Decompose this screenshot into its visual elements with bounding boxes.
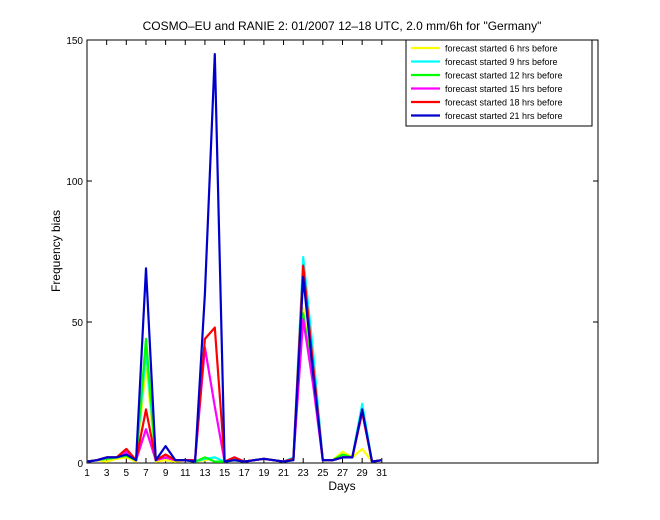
series-line-4 bbox=[86, 318, 382, 463]
series-line-5 bbox=[86, 264, 382, 463]
legend-entry: forecast started 6 hrs before bbox=[445, 44, 558, 54]
series-lines bbox=[86, 52, 382, 463]
y-tick-label: 50 bbox=[72, 318, 84, 329]
y-tick-label: 100 bbox=[66, 177, 83, 188]
legend-entry: forecast started 18 hrs before bbox=[445, 98, 563, 108]
chart-title: COSMO–EU and RANIE 2: 01/2007 12–18 UTC,… bbox=[143, 19, 542, 33]
x-tick-label: 27 bbox=[337, 468, 349, 479]
series-line-1 bbox=[86, 306, 382, 463]
x-tick-label: 29 bbox=[357, 468, 369, 479]
x-tick-label: 23 bbox=[298, 468, 310, 479]
x-tick-label: 19 bbox=[258, 468, 270, 479]
x-tick-label: 15 bbox=[219, 468, 231, 479]
x-axis-label: Days bbox=[328, 479, 355, 493]
y-tick-label: 0 bbox=[77, 459, 83, 470]
legend-entry: forecast started 15 hrs before bbox=[445, 84, 563, 94]
x-tick-label: 1 bbox=[84, 468, 90, 479]
x-tick-label: 17 bbox=[239, 468, 251, 479]
x-tick-label: 11 bbox=[180, 468, 191, 479]
series-line-3 bbox=[86, 312, 382, 463]
x-tick-label: 13 bbox=[199, 468, 211, 479]
y-tick-label: 150 bbox=[66, 36, 83, 47]
x-tick-label: 21 bbox=[278, 468, 290, 479]
legend: forecast started 6 hrs before forecast st… bbox=[405, 39, 593, 127]
series-line-2 bbox=[86, 256, 382, 463]
y-axis: 0 50 100 150 bbox=[66, 36, 598, 470]
x-tick-label: 25 bbox=[317, 468, 329, 479]
x-axis: 1 3 5 7 9 11 13 15 17 19 21 23 25 27 29 31 bbox=[84, 40, 388, 479]
x-tick-label: 3 bbox=[104, 468, 110, 479]
y-axis-label: Frequency bias bbox=[49, 210, 63, 292]
x-tick-label: 9 bbox=[163, 468, 169, 479]
x-tick-label: 31 bbox=[376, 468, 388, 479]
series-line-6 bbox=[86, 52, 382, 463]
legend-entry: forecast started 21 hrs before bbox=[445, 111, 563, 121]
x-tick-label: 7 bbox=[143, 468, 149, 479]
legend-entry: forecast started 12 hrs before bbox=[445, 71, 563, 81]
legend-box bbox=[405, 39, 593, 127]
legend-entry: forecast started 9 hrs before bbox=[445, 57, 558, 67]
x-tick-label: 5 bbox=[124, 468, 130, 479]
